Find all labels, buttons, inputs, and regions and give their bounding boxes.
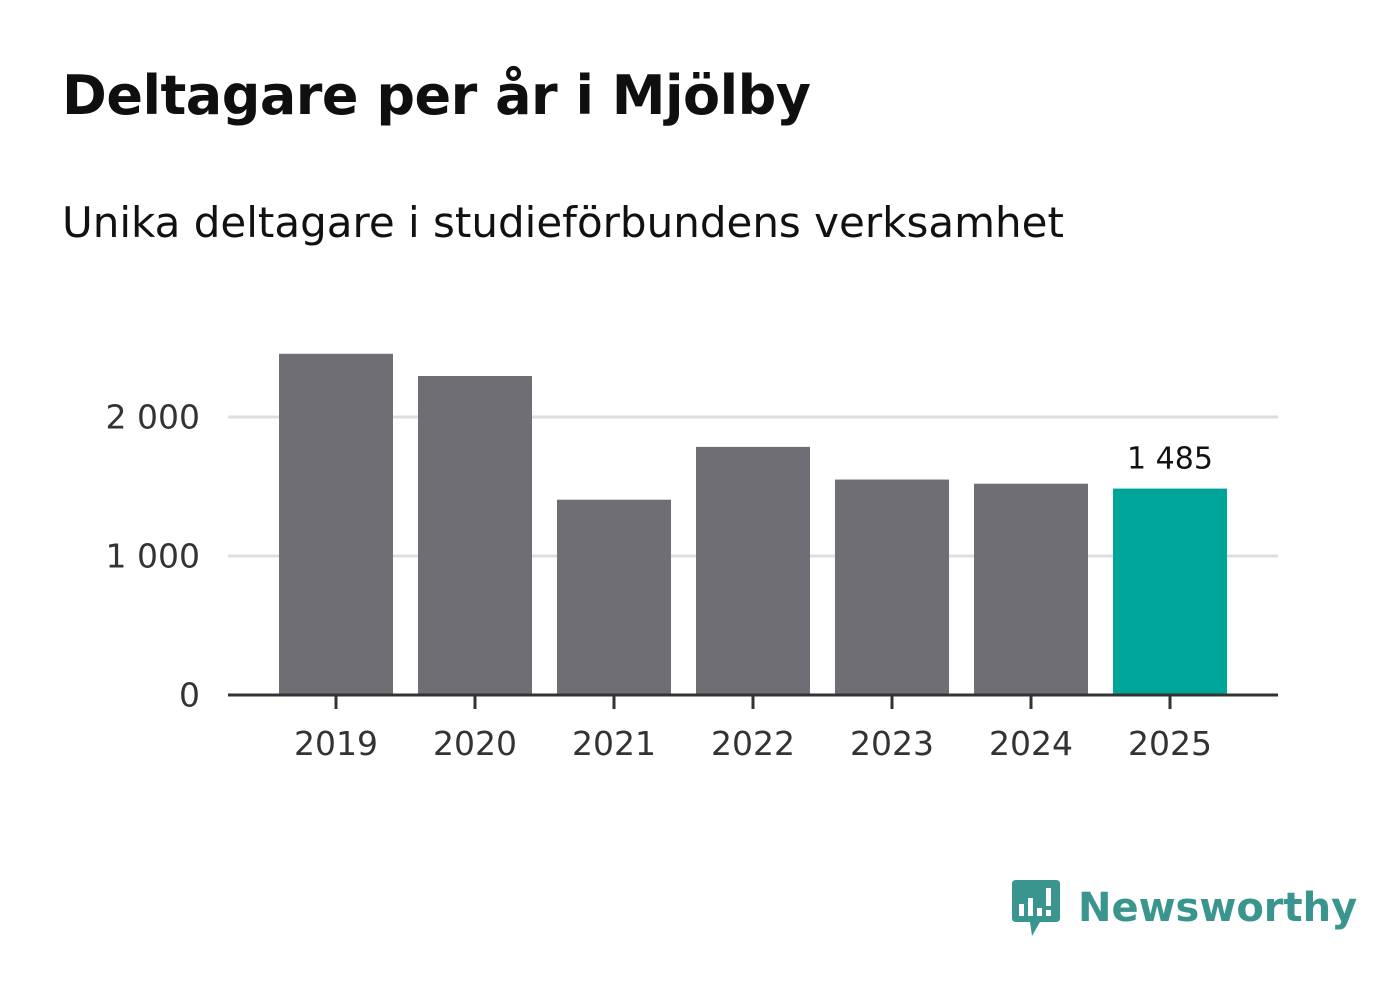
bar-2019 [279, 353, 393, 695]
bars [279, 353, 1227, 695]
labels: 0 1 000 2 000 2019 2020 2021 2022 2023 2024 2025 1… [106, 398, 1213, 764]
x-tick-label: 2021 [572, 724, 656, 763]
x-axis [228, 693, 1278, 709]
newsworthy-logo: Newsworthy [1010, 878, 1357, 938]
x-tick-label: 2024 [989, 724, 1073, 763]
x-tick-label: 2019 [294, 724, 378, 763]
y-tick-label: 1 000 [106, 537, 200, 576]
x-tick-label: 2025 [1128, 724, 1212, 763]
bar-2025 [1113, 488, 1227, 695]
bar-chart-badge-icon [1012, 880, 1060, 936]
x-tick-label: 2022 [711, 724, 795, 763]
bar-2021 [557, 499, 671, 695]
x-tick-label: 2020 [433, 724, 517, 763]
y-tick-label: 0 [179, 676, 200, 715]
x-tick-label: 2023 [850, 724, 934, 763]
bar-2020 [418, 375, 532, 695]
chart-subtitle: Unika deltagare i studieförbundens verks… [62, 198, 1064, 247]
y-tick-label: 2 000 [106, 398, 200, 437]
bar-2023 [835, 479, 949, 695]
bar-2022 [696, 446, 810, 695]
brand-name: Newsworthy [1078, 885, 1358, 931]
chart-title: Deltagare per år i Mjölby [62, 64, 811, 127]
bar-2024 [974, 483, 1088, 695]
data-label: 1 485 [1127, 442, 1213, 477]
